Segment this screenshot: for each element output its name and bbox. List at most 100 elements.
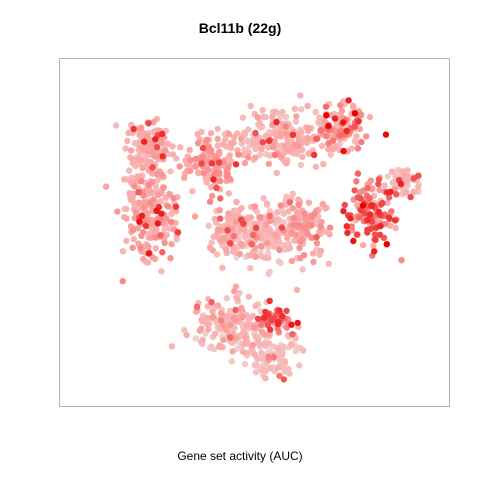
scatter-point <box>127 147 135 154</box>
scatter-point <box>291 105 298 113</box>
scatter-point <box>239 313 246 321</box>
scatter-point <box>262 221 270 229</box>
scatter-point <box>168 240 175 248</box>
scatter-point <box>353 231 361 238</box>
scatter-point <box>313 135 320 143</box>
scatter-point <box>385 214 393 221</box>
scatter-point <box>289 205 296 212</box>
scatter-point <box>279 108 286 116</box>
scatter-point <box>351 138 359 145</box>
scatter-point <box>340 119 347 126</box>
scatter-point <box>369 185 376 192</box>
scatter-points <box>102 92 422 383</box>
scatter-point <box>168 218 175 226</box>
scatter-point <box>141 138 148 145</box>
scatter-point <box>235 151 242 158</box>
scatter-point <box>130 235 137 243</box>
scatter-point <box>205 173 212 180</box>
scatter-point <box>137 125 144 132</box>
scatter-point <box>283 193 290 200</box>
scatter-point <box>295 137 303 144</box>
scatter-point <box>351 123 358 130</box>
scatter-point <box>277 202 284 209</box>
scatter-point <box>309 250 317 257</box>
scatter-point <box>137 244 144 251</box>
scatter-point <box>130 125 137 133</box>
scatter-point <box>168 343 176 350</box>
scatter-point <box>327 151 334 158</box>
scatter-point <box>228 139 235 147</box>
scatter-point <box>223 295 230 302</box>
scatter-point <box>260 314 268 321</box>
scatter-point <box>144 147 152 154</box>
scatter-point <box>138 177 145 185</box>
scatter-point <box>153 207 160 214</box>
scatter-point <box>285 147 293 154</box>
scatter-point <box>304 102 311 110</box>
scatter-point <box>288 321 295 328</box>
scatter-point <box>169 151 177 158</box>
scatter-point <box>317 247 325 254</box>
scatter-point <box>415 188 422 195</box>
scatter-point <box>281 142 288 150</box>
scatter-point <box>217 195 224 202</box>
scatter-point <box>214 226 222 233</box>
scatter-point <box>261 342 268 349</box>
scatter-point <box>377 222 384 230</box>
scatter-point <box>375 180 382 188</box>
scatter-point <box>193 303 201 310</box>
scatter-point <box>252 129 259 137</box>
scatter-point <box>290 221 297 229</box>
scatter-point <box>266 152 273 159</box>
scatter-point <box>245 293 253 300</box>
scatter-point <box>272 151 279 159</box>
scatter-point <box>220 322 227 329</box>
scatter-point <box>246 252 254 259</box>
scatter-point <box>305 199 313 206</box>
scatter-point <box>323 133 330 140</box>
scatter-point <box>275 216 282 223</box>
scatter-point <box>236 250 243 258</box>
scatter-point <box>283 307 290 315</box>
scatter-point <box>398 257 405 264</box>
scatter-point <box>216 207 223 214</box>
scatter-point <box>304 135 311 142</box>
scatter-point <box>211 215 218 223</box>
scatter-point <box>292 141 299 149</box>
scatter-point <box>341 201 348 209</box>
scatter-point <box>252 253 259 261</box>
scatter-point <box>161 239 168 247</box>
scatter-point <box>410 188 417 196</box>
scatter-point <box>208 239 215 246</box>
scatter-point <box>141 198 148 206</box>
scatter-point <box>128 197 136 204</box>
scatter-point <box>379 199 386 207</box>
scatter-point <box>150 119 157 126</box>
scatter-point <box>157 232 164 239</box>
scatter-point <box>226 307 234 315</box>
scatter-point <box>153 170 161 178</box>
scatter-point <box>258 146 265 153</box>
scatter-point <box>286 199 294 206</box>
scatter-point <box>122 145 129 152</box>
scatter-point <box>147 234 154 241</box>
scatter-point <box>351 187 358 194</box>
scatter-point <box>236 289 243 297</box>
scatter-point <box>364 226 371 233</box>
scatter-point <box>318 142 326 149</box>
scatter-point <box>250 231 257 239</box>
scatter-point <box>249 312 257 320</box>
scatter-point <box>181 174 188 181</box>
scatter-point <box>192 155 199 163</box>
scatter-point <box>276 307 283 314</box>
scatter-point <box>231 288 238 295</box>
scatter-point <box>269 143 277 151</box>
scatter-point <box>311 151 318 159</box>
scatter-point <box>297 238 304 245</box>
scatter-point <box>301 210 308 217</box>
scatter-point <box>338 107 346 115</box>
scatter-point <box>320 161 327 168</box>
scatter-point <box>283 130 290 137</box>
scatter-point <box>238 241 245 248</box>
scatter-point <box>136 199 143 207</box>
